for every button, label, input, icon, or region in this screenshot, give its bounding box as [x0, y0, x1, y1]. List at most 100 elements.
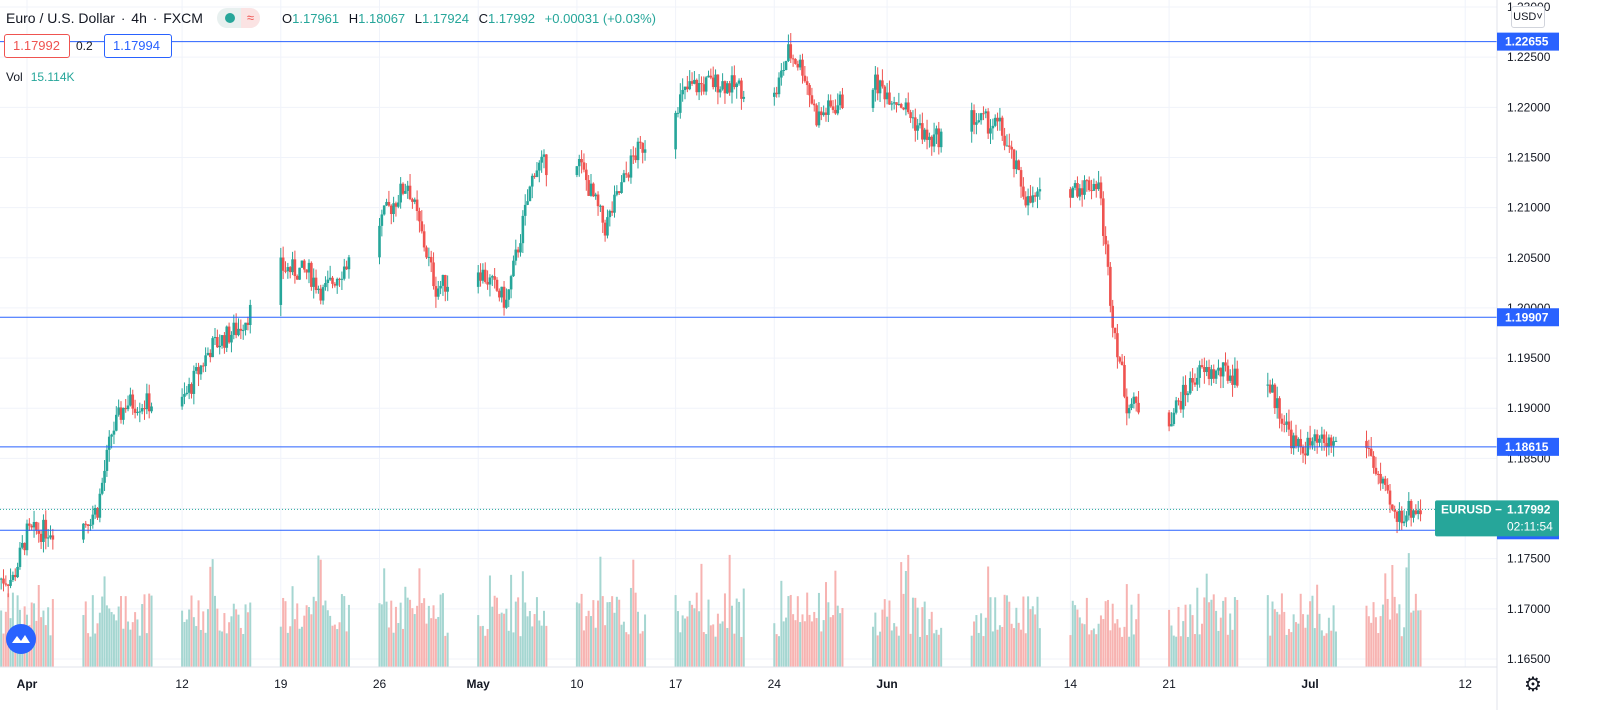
- candle-body: [298, 267, 301, 280]
- candle-body: [787, 44, 790, 61]
- candle-body: [1181, 384, 1185, 410]
- volume-bar: [742, 588, 745, 667]
- candle-body: [340, 278, 344, 280]
- candle-body: [1231, 375, 1234, 385]
- candle-body: [895, 102, 898, 105]
- candle-body: [35, 522, 38, 531]
- time-tick-label: 24: [768, 677, 782, 691]
- market-status[interactable]: ≈: [216, 8, 261, 28]
- volume-bar: [387, 627, 390, 667]
- candle-body: [989, 128, 992, 134]
- candle-body: [909, 112, 912, 118]
- candle-body: [700, 83, 703, 85]
- gear-icon[interactable]: ⚙: [1524, 674, 1542, 696]
- volume-bar: [40, 617, 43, 667]
- candle-body: [491, 276, 494, 278]
- time-tick-label: Apr: [17, 677, 38, 691]
- candle-body: [1325, 443, 1328, 447]
- price-axis[interactable]: 1.165001.170001.175001.180001.185001.190…: [1507, 0, 1551, 666]
- sell-button[interactable]: 1.17992: [4, 34, 70, 58]
- candle-body: [124, 407, 127, 410]
- tradingview-logo-icon[interactable]: [6, 624, 36, 654]
- candle-body: [305, 269, 308, 273]
- volume-bar: [1128, 636, 1131, 667]
- candle-body: [331, 277, 334, 284]
- candle-body: [312, 277, 315, 287]
- candle-body: [535, 170, 539, 177]
- volume-bar: [923, 601, 926, 667]
- volume-label: Vol: [6, 70, 23, 84]
- volume-bar: [439, 594, 442, 667]
- volume-bar: [1285, 634, 1288, 667]
- candle-body: [1280, 418, 1284, 424]
- volume-bar: [820, 631, 823, 667]
- candle-body: [1301, 446, 1305, 454]
- volume-bar: [1302, 614, 1305, 667]
- volume-bar: [987, 566, 990, 667]
- volume-bar: [904, 570, 907, 667]
- volume-bar: [319, 559, 322, 667]
- candle-body: [0, 578, 3, 580]
- candle-body: [1017, 160, 1020, 171]
- candle-body: [890, 103, 894, 105]
- volume-bar: [1224, 597, 1227, 667]
- volume-bar: [1407, 553, 1410, 667]
- volume-bar: [1092, 628, 1095, 667]
- candle-body: [1268, 384, 1272, 393]
- volume-bar: [129, 629, 132, 667]
- candle-body: [822, 112, 825, 116]
- candle-body: [519, 243, 522, 253]
- time-axis[interactable]: Apr 12 19 26 May 10 17 24 Jun 14 21 Jul 12: [17, 677, 1473, 691]
- candle-body: [1226, 365, 1230, 381]
- volume-bar: [780, 580, 783, 667]
- volume-bar: [216, 608, 219, 667]
- candle-body: [610, 210, 614, 213]
- volume-bar: [1278, 614, 1281, 667]
- candle-body: [288, 267, 292, 273]
- wave-icon: ≈: [240, 8, 261, 28]
- volume-bar: [787, 596, 790, 667]
- candle-body: [1024, 196, 1028, 206]
- interval[interactable]: 4h: [131, 10, 147, 26]
- volume-bar: [416, 605, 419, 667]
- candle-body: [1332, 441, 1335, 446]
- volume-bar: [970, 635, 973, 667]
- volume-bar: [1269, 635, 1272, 667]
- candle-body: [338, 278, 341, 280]
- volume-bar: [832, 615, 835, 667]
- candle-body: [1381, 478, 1385, 484]
- candle-body: [808, 85, 811, 96]
- volume-bar: [733, 633, 736, 667]
- candle-body: [1092, 183, 1096, 191]
- volume-bar: [317, 555, 320, 667]
- candle-body: [1184, 384, 1187, 396]
- volume-bar: [409, 599, 412, 667]
- volume-bar: [1229, 613, 1232, 667]
- candle-body: [436, 288, 440, 297]
- candle-body: [411, 199, 414, 202]
- candle-body: [194, 367, 198, 371]
- volume-bar: [808, 614, 811, 667]
- candle-body: [925, 129, 929, 140]
- volume-bar: [1306, 614, 1309, 667]
- currency-dropdown[interactable]: USD˅: [1511, 6, 1545, 28]
- volume-bar: [94, 633, 97, 667]
- volume-bar: [608, 602, 611, 667]
- volume-bar: [242, 633, 245, 667]
- candle-body: [542, 154, 546, 157]
- candle-body: [1414, 510, 1418, 514]
- candle-body: [575, 166, 579, 176]
- candle-body: [1376, 473, 1380, 475]
- candle-body: [730, 75, 734, 93]
- candle-body: [805, 81, 809, 86]
- volume-bar: [890, 630, 893, 667]
- candle-body: [1167, 412, 1171, 427]
- buy-button[interactable]: 1.17994: [104, 34, 172, 58]
- candle-body: [798, 59, 802, 68]
- candle-body: [394, 203, 398, 207]
- volume-bar: [101, 596, 104, 667]
- symbol-name[interactable]: Euro / U.S. Dollar: [6, 10, 115, 26]
- candle-body: [335, 278, 339, 286]
